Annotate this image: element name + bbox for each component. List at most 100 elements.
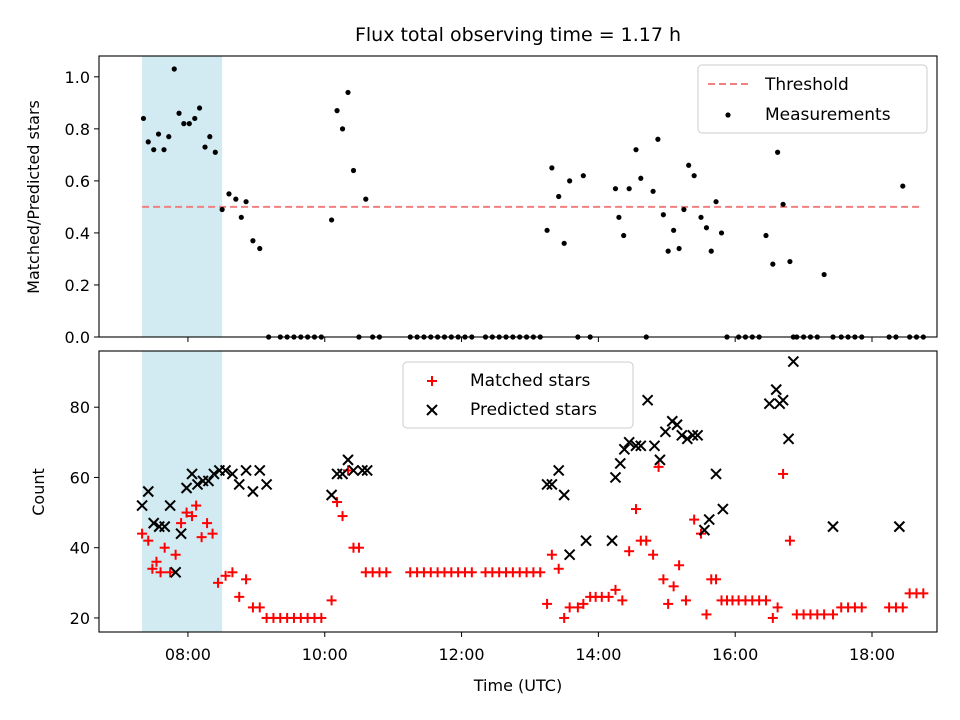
matched-point [617,595,628,606]
measurement-point [176,110,182,116]
matched-point [767,612,778,623]
measurement-point [681,206,687,213]
matched-point [559,612,570,623]
legend-matched-swatch [427,376,437,386]
predicted-point [698,524,711,536]
predicted-point [659,426,672,438]
matched-point [241,574,252,585]
predicted-point [142,485,154,498]
measurement-point [561,240,567,246]
predicted-point [202,475,215,487]
matched-point [778,468,789,479]
predicted-point [614,457,626,470]
matched-point [711,574,722,585]
legend-matched-label: Matched stars [470,371,590,391]
bottom-xtick-label: 12:00 [439,645,485,664]
matched-point [202,518,213,529]
measurement-point [334,108,340,114]
matched-point [234,591,245,602]
matched-point [353,542,364,553]
top-legend-box [697,64,928,134]
measurement-point [219,206,225,213]
predicted-point [623,436,635,449]
predicted-point [148,517,160,529]
matched-point [663,598,674,609]
measurement-point [196,105,203,111]
measurement-point [544,227,550,233]
predicted-point [164,499,176,512]
matched-point [624,546,635,557]
matched-point [181,507,192,518]
measurement-point [192,115,198,122]
matched-point [326,595,337,606]
predicted-point [191,478,204,491]
predicted-point [606,534,618,547]
measurement-point [243,199,249,205]
predicted-point [635,440,647,452]
measurement-point [363,196,369,202]
predicted-point [630,440,642,452]
matched-point [191,500,202,511]
measurement-point [350,167,357,174]
measurement-point [650,188,656,194]
measurement-point [155,131,162,137]
predicted-points [136,355,906,578]
matched-point [918,588,929,599]
measurement-point [665,248,671,254]
measurement-point [580,173,586,179]
matched-point [828,609,839,620]
predicted-point [691,429,704,442]
measurement-point [676,245,682,252]
top-ytick-label: 0.6 [65,172,90,191]
matched-point [254,602,265,613]
predicted-point [618,443,631,456]
predicted-point [325,489,338,501]
predicted-point [546,478,558,491]
measurement-point [612,186,619,192]
matched-point [165,567,176,578]
predicted-point [710,468,722,480]
measurement-point [339,126,346,132]
matched-point [332,497,343,508]
matched-point [196,532,207,543]
measurement-point [328,217,335,223]
bottom-ytick-label: 60 [70,468,90,487]
matched-point [631,504,642,515]
predicted-point [361,464,373,477]
bottom-axes-frame [98,350,938,633]
measurement-point [638,175,644,181]
predicted-point [777,394,789,406]
matched-point [784,535,795,546]
matched-point [316,612,327,623]
predicted-point [240,464,252,477]
measurement-point [202,144,208,150]
bottom-ytick-label: 20 [70,609,90,628]
bottom-xtick-label: 10:00 [302,645,348,664]
measurement-point [708,248,714,254]
matched-point [220,570,231,581]
predicted-point [233,478,245,491]
bottom-xtick-label: 18:00 [849,645,895,664]
matched-point [701,609,712,620]
predicted-point [563,549,576,561]
predicted-point [186,468,198,480]
top-legend: Threshold Measurements [697,64,928,134]
top-ytick-label: 0.2 [65,276,90,295]
matched-point [641,535,652,546]
matched-point [213,577,224,588]
measurement-point [181,121,187,127]
matched-point [546,549,557,560]
predicted-point [687,429,699,442]
matched-point [760,595,771,606]
predicted-point [342,454,354,466]
measurement-point [186,121,192,127]
measurement-point [567,178,573,184]
matched-point [648,549,659,560]
matched-point [658,574,669,585]
matched-point [578,598,589,609]
matched-point [381,567,392,578]
matched-point [610,584,621,595]
measurement-point [166,134,172,140]
top-highlight-span [142,56,223,337]
top-ytick-label: 1.0 [65,68,90,87]
